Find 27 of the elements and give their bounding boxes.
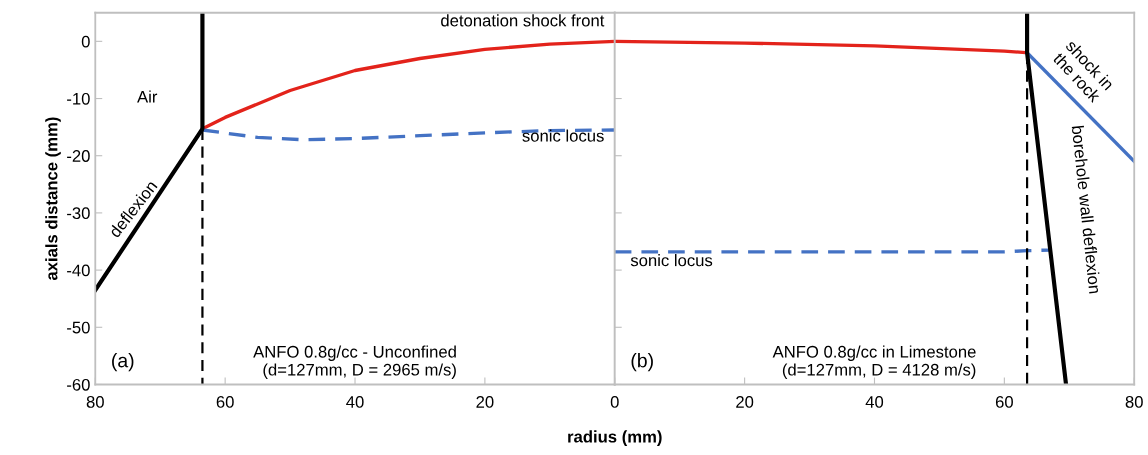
x-tick-label: 60	[216, 396, 234, 408]
y-tick-label: -10	[67, 92, 90, 105]
y-tick-label: -30	[67, 207, 90, 220]
annotation: ANFO 0.8g/cc - Unconfined (d=127mm, D = 2965 m/s)	[253, 345, 456, 379]
x-tick-label: 60	[995, 396, 1013, 408]
annotation: sonic locus	[630, 254, 713, 267]
annotation: ANFO 0.8g/cc in Limestone (d=127mm, D = 4128 m/s)	[772, 345, 976, 379]
annotation: detonation shock front	[441, 14, 605, 27]
x-tick-label: 20	[476, 396, 494, 408]
annotation: Air	[137, 90, 158, 103]
x-tick-label: 80	[86, 396, 104, 408]
annotation: sonic locus	[522, 129, 604, 142]
x-tick-label: 80	[1125, 396, 1143, 408]
y-tick-label: -20	[67, 150, 90, 162]
x-tick-label: 0	[610, 396, 619, 408]
y-tick-label: -40	[67, 264, 90, 277]
x-tick-label: 40	[865, 396, 884, 408]
y-axis-title: axials distance (mm)	[45, 117, 61, 281]
y-tick-label: -60	[67, 378, 90, 391]
annotation: borehole wall deflexion	[1071, 125, 1102, 294]
y-tick-label: -50	[67, 321, 90, 334]
x-tick-label: 40	[346, 396, 364, 408]
annotation: (b)	[631, 353, 653, 372]
x-axis-title: radius (mm)	[568, 430, 662, 446]
annotation: (a)	[112, 353, 134, 372]
y-tick-label: 0	[81, 35, 90, 48]
x-tick-label: 20	[736, 396, 754, 408]
